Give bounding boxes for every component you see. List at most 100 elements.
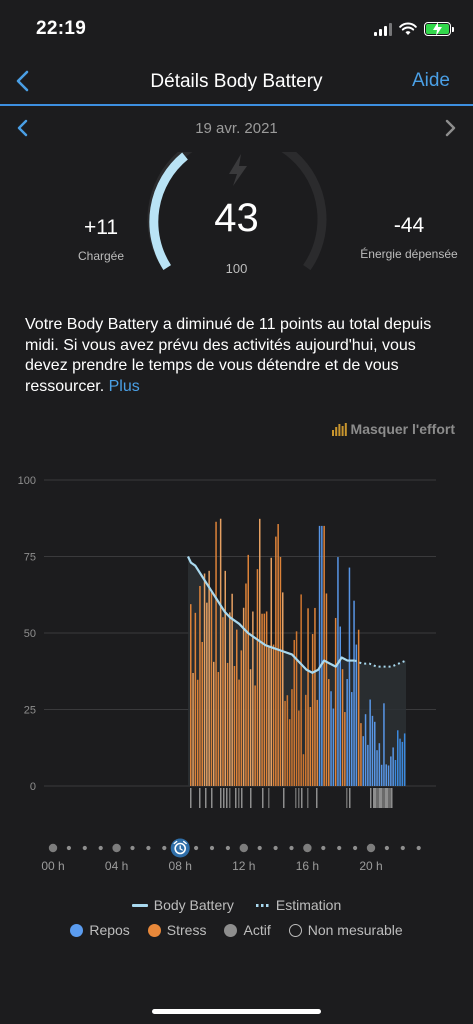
- stress-bar: [316, 699, 318, 786]
- stress-bar: [392, 747, 394, 786]
- activity-mark: [298, 788, 300, 808]
- page-title: Détails Body Battery: [150, 71, 323, 92]
- alarm-clock-face: [174, 842, 186, 855]
- legend-lines: Body Battery Estimation: [0, 897, 473, 913]
- stress-bar: [394, 759, 397, 786]
- activity-mark: [346, 788, 348, 808]
- legend-states: Repos Stress Actif Non mesurable: [0, 922, 473, 938]
- timeline-minor-dot[interactable]: [289, 845, 294, 851]
- legend-unmeasurable: Non mesurable: [288, 922, 403, 938]
- activity-mark: [250, 788, 252, 808]
- timeline-minor-dot[interactable]: [384, 845, 389, 851]
- activity-mark: [385, 788, 388, 808]
- activity-mark: [349, 788, 351, 808]
- activity-mark: [205, 788, 207, 808]
- stress-bar: [307, 608, 309, 786]
- activity-mark: [370, 788, 372, 808]
- timeline-minor-dot[interactable]: [321, 845, 326, 851]
- timeline-label: 12 h: [232, 859, 255, 873]
- activity-mark: [220, 788, 222, 808]
- activity-mark: [316, 788, 318, 808]
- time-scrubber[interactable]: 00 h 04 h 08 h 12 h 16 h 20 h: [0, 832, 473, 882]
- more-link[interactable]: Plus: [108, 377, 140, 395]
- stress-bar: [364, 714, 367, 786]
- activity-mark: [199, 788, 201, 808]
- legend-unmeasurable-label: Non mesurable: [307, 922, 403, 938]
- legend-rest-label: Repos: [89, 922, 130, 938]
- stress-bar: [337, 557, 339, 786]
- stress-bar: [380, 764, 383, 786]
- timeline-minor-dot[interactable]: [225, 845, 230, 851]
- stress-bar: [252, 611, 254, 786]
- hide-effort-toggle[interactable]: Masquer l'effort: [331, 421, 455, 437]
- status-time: 22:19: [36, 18, 87, 39]
- activity-mark: [307, 788, 309, 808]
- stress-bar: [201, 641, 203, 786]
- stress-bar: [330, 691, 332, 786]
- timeline-minor-dot[interactable]: [273, 845, 278, 851]
- stress-bar: [399, 738, 401, 786]
- timeline-minor-dot[interactable]: [146, 845, 151, 851]
- next-day-button[interactable]: [441, 118, 459, 138]
- wifi-icon: [399, 22, 417, 35]
- timeline-label: 04 h: [105, 859, 128, 873]
- timeline-minor-dot[interactable]: [353, 845, 358, 851]
- stress-bar: [265, 611, 268, 786]
- timeline-minor-dot[interactable]: [416, 845, 421, 851]
- gauge-max: 100: [225, 261, 248, 276]
- battery-charging-icon: [424, 22, 454, 36]
- stress-bar: [270, 557, 272, 786]
- timeline-minor-dot[interactable]: [162, 845, 167, 851]
- activity-mark: [223, 788, 225, 808]
- stress-bar: [233, 666, 236, 786]
- timeline-minor-dot[interactable]: [130, 845, 135, 851]
- activity-mark: [391, 788, 393, 808]
- stress-bar: [256, 569, 259, 786]
- stress-bar: [387, 765, 390, 786]
- legend-body-battery-label: Body Battery: [153, 897, 234, 913]
- timeline-major-dot[interactable]: [239, 843, 248, 853]
- previous-day-button[interactable]: [14, 118, 32, 138]
- timeline-minor-dot[interactable]: [66, 845, 71, 851]
- stress-bar: [249, 669, 252, 786]
- stress-bar: [390, 756, 392, 786]
- timeline-minor-dot[interactable]: [82, 845, 87, 851]
- activity-mark: [190, 788, 192, 808]
- timeline-minor-dot[interactable]: [98, 845, 103, 851]
- lightning-bolt-icon: [229, 154, 247, 186]
- nav-bar: Détails Body Battery Aide: [0, 58, 473, 106]
- activity-mark: [295, 788, 297, 808]
- timeline-major-dot[interactable]: [303, 843, 312, 853]
- timeline-major-dot[interactable]: [48, 843, 58, 853]
- timeline-minor-dot[interactable]: [194, 845, 199, 851]
- stress-dot-icon: [147, 923, 161, 937]
- alarm-clock-bells: [173, 840, 187, 845]
- timeline-minor-dot[interactable]: [209, 845, 215, 851]
- stress-bar: [229, 612, 231, 786]
- stress-bar: [238, 679, 240, 786]
- body-battery-gauge: [147, 152, 327, 271]
- stress-bar: [298, 710, 300, 786]
- timeline-minor-dot[interactable]: [337, 845, 342, 851]
- stress-bar: [259, 518, 261, 786]
- stress-bar: [268, 645, 270, 786]
- stress-bar: [305, 694, 307, 786]
- timeline-minor-dot[interactable]: [400, 845, 405, 851]
- timeline-major-dot[interactable]: [112, 843, 121, 853]
- stress-bar: [213, 661, 215, 786]
- chevron-left-icon[interactable]: [12, 68, 36, 94]
- stress-bar: [346, 678, 348, 786]
- help-button[interactable]: Aide: [411, 70, 450, 91]
- y-tick-label: 0: [30, 781, 36, 793]
- timeline-minor-dot[interactable]: [257, 845, 262, 851]
- stress-bar: [286, 695, 289, 786]
- activity-mark: [382, 788, 385, 808]
- body-battery-line: [187, 556, 355, 674]
- timeline-major-dot[interactable]: [366, 843, 376, 853]
- summary-body: Votre Body Battery a diminué de 11 point…: [25, 316, 432, 395]
- stress-bar: [325, 593, 328, 786]
- stress-bar: [332, 708, 335, 786]
- stress-bar: [277, 524, 279, 786]
- gauge-value: 43: [214, 196, 259, 240]
- activity-mark: [229, 788, 231, 808]
